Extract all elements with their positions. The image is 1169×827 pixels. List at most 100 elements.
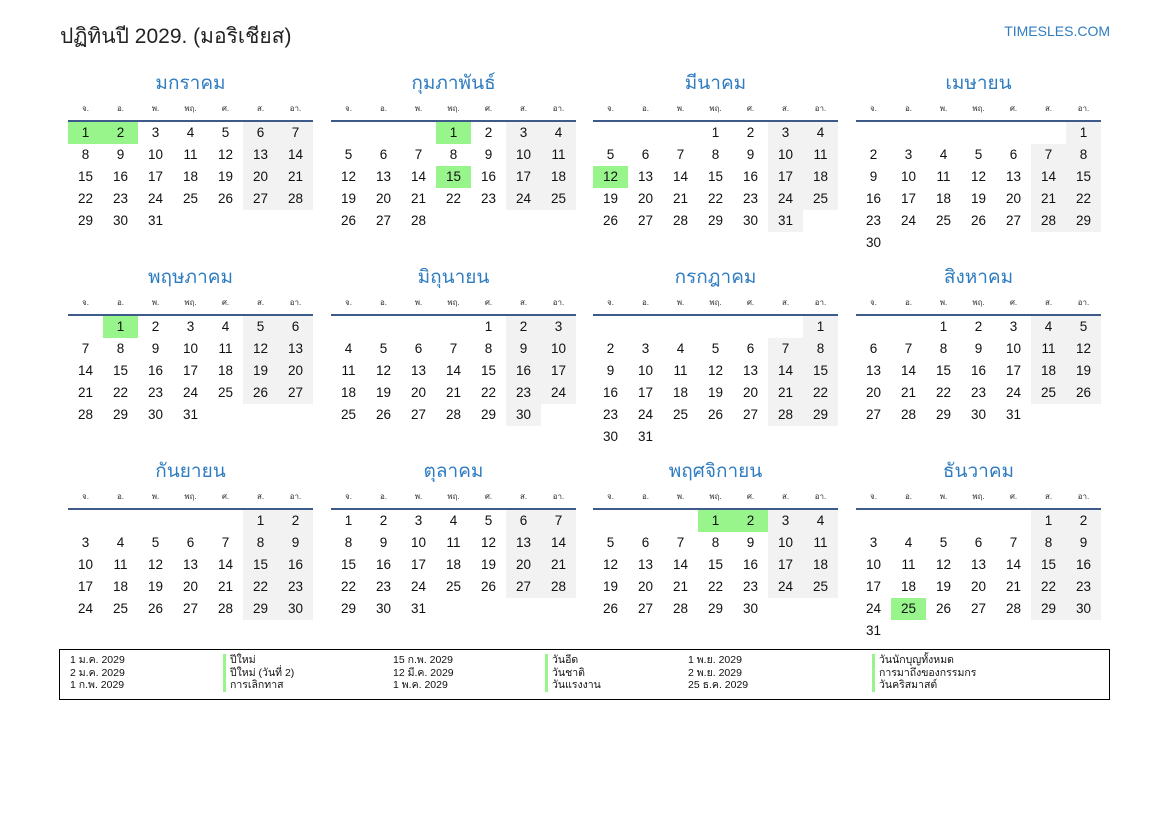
day-cell: 10	[182, 341, 199, 356]
day-cell: 25	[803, 576, 838, 598]
day-cell: 29	[1066, 210, 1101, 232]
holiday-name: ปีใหม่	[223, 654, 294, 667]
day-cell: 22	[445, 191, 462, 206]
weekday-label: จ.	[345, 104, 352, 113]
day-cell: 22	[935, 385, 952, 400]
weekday-label: ส.	[1044, 298, 1053, 307]
day-cell: 7	[221, 535, 230, 550]
day-cell: 14	[541, 532, 576, 554]
weekday-label: อา.	[1077, 492, 1090, 501]
day-cell: 13	[410, 363, 427, 378]
weekday-label: อ.	[379, 104, 388, 113]
day-cell: 29	[480, 407, 497, 422]
day-cell: 18	[340, 385, 357, 400]
day-cell: 28	[1031, 210, 1066, 232]
month-12: ธันวาคม จ. อ. พ. พฤ. ศ. ส. อา. 1 2 3 4 5 6 7 8 9 10 11 12 13…	[856, 458, 1101, 642]
brand-link[interactable]: TIMESLES.COM	[1004, 23, 1110, 39]
day-cell: 27	[970, 601, 987, 616]
day-grid: 1 2 3 4 5 6 7 8 9 10 11 12 13 14 15 16 17 18 19 20 21 22 23 24 2…	[856, 122, 1101, 254]
weekday-label: พ.	[414, 104, 423, 113]
day-cell: 23	[1066, 576, 1101, 598]
day-cell: 5	[939, 535, 948, 550]
day-cell: 10	[768, 532, 803, 554]
empty-cell	[401, 316, 436, 338]
day-cell: 24	[541, 382, 576, 404]
day-cell: 1	[939, 319, 948, 334]
day-cell: 10	[506, 144, 541, 166]
day-cell: 28	[672, 213, 689, 228]
day-cell: 25	[217, 385, 234, 400]
month-name: มิถุนายน	[417, 267, 490, 288]
weekday-header: จ. อ. พ. พฤ. ศ. ส. อา.	[68, 486, 313, 510]
day-cell: 12	[602, 557, 619, 572]
day-cell: 13	[375, 169, 392, 184]
day-cell: 29	[112, 407, 129, 422]
holiday-date: 1 พ.ค. 2029	[393, 679, 448, 691]
day-cell: 16	[112, 169, 129, 184]
day-cell: 23	[480, 191, 497, 206]
day-cell: 19	[147, 579, 164, 594]
day-grid: 1 2 3 4 5 6 7 8 9 10 11 12 13 14 15 16 17 18 19 20 21 22 23 24 2…	[856, 316, 1101, 426]
day-cell: 20	[243, 166, 278, 188]
day-cell: 2	[746, 125, 755, 140]
holiday-name: การเลิกทาส	[223, 679, 294, 692]
day-cell: 16	[602, 385, 619, 400]
weekday-label: จ.	[345, 492, 352, 501]
day-cell: 25	[340, 407, 357, 422]
weekday-label: จ.	[82, 298, 89, 307]
day-cell: 27	[410, 407, 427, 422]
weekday-label: ศ.	[484, 492, 493, 501]
empty-cell	[436, 316, 471, 338]
day-cell: 21	[541, 554, 576, 576]
day-cell: 20	[375, 191, 392, 206]
day-cell: 18	[112, 579, 129, 594]
weekday-label: อ.	[116, 492, 125, 501]
empty-cell	[663, 510, 698, 532]
weekday-label: พ.	[151, 298, 160, 307]
month-name: มกราคม	[155, 73, 226, 94]
day-cell: 8	[243, 532, 278, 554]
weekday-label: ศ.	[1009, 298, 1018, 307]
day-cell: 24	[768, 188, 803, 210]
day-cell: 27	[375, 213, 392, 228]
day-cell: 9	[379, 535, 388, 550]
day-cell: 27	[182, 601, 199, 616]
day-cell: 15	[243, 554, 278, 576]
day-cell: 18	[672, 385, 689, 400]
day-cell: 17	[637, 385, 654, 400]
day-cell: 5	[379, 341, 388, 356]
day-cell: 3	[869, 535, 878, 550]
empty-cell	[698, 316, 733, 338]
weekday-label: อา.	[552, 298, 565, 307]
day-cell: 29	[935, 407, 952, 422]
empty-cell	[1031, 122, 1066, 144]
weekday-label: อ.	[641, 492, 650, 501]
weekday-label: ส.	[781, 104, 790, 113]
day-cell: 11	[936, 169, 951, 184]
weekday-label: พ.	[676, 298, 685, 307]
day-cell: 9	[278, 532, 313, 554]
day-cell: 17	[768, 554, 803, 576]
day-cell: 5	[974, 147, 983, 162]
day-cell: 11	[183, 147, 198, 162]
day-cell: 20	[742, 385, 759, 400]
day-cell: 19	[243, 360, 278, 382]
day-cell: 3	[768, 510, 803, 532]
weekday-label: ศ.	[484, 298, 493, 307]
day-cell: 18	[541, 166, 576, 188]
month-5: พฤษภาคม จ. อ. พ. พฤ. ศ. ส. อา. 1 2 3 4 5 6 7 8 9 10 11 12 13…	[68, 264, 313, 426]
day-cell: 23	[147, 385, 164, 400]
day-cell: 12	[243, 338, 278, 360]
day-cell: 15	[935, 363, 952, 378]
day-cell: 12	[340, 169, 357, 184]
holiday-day-cell: 2	[733, 510, 768, 532]
empty-cell	[593, 316, 628, 338]
day-cell: 18	[935, 191, 952, 206]
day-cell: 12	[147, 557, 164, 572]
day-cell: 30	[1066, 598, 1101, 620]
holiday-date: 1 ม.ค. 2029	[70, 654, 125, 666]
weekday-label: อ.	[641, 298, 650, 307]
day-cell: 20	[865, 385, 882, 400]
weekday-label: พ.	[151, 492, 160, 501]
day-cell: 4	[676, 341, 685, 356]
